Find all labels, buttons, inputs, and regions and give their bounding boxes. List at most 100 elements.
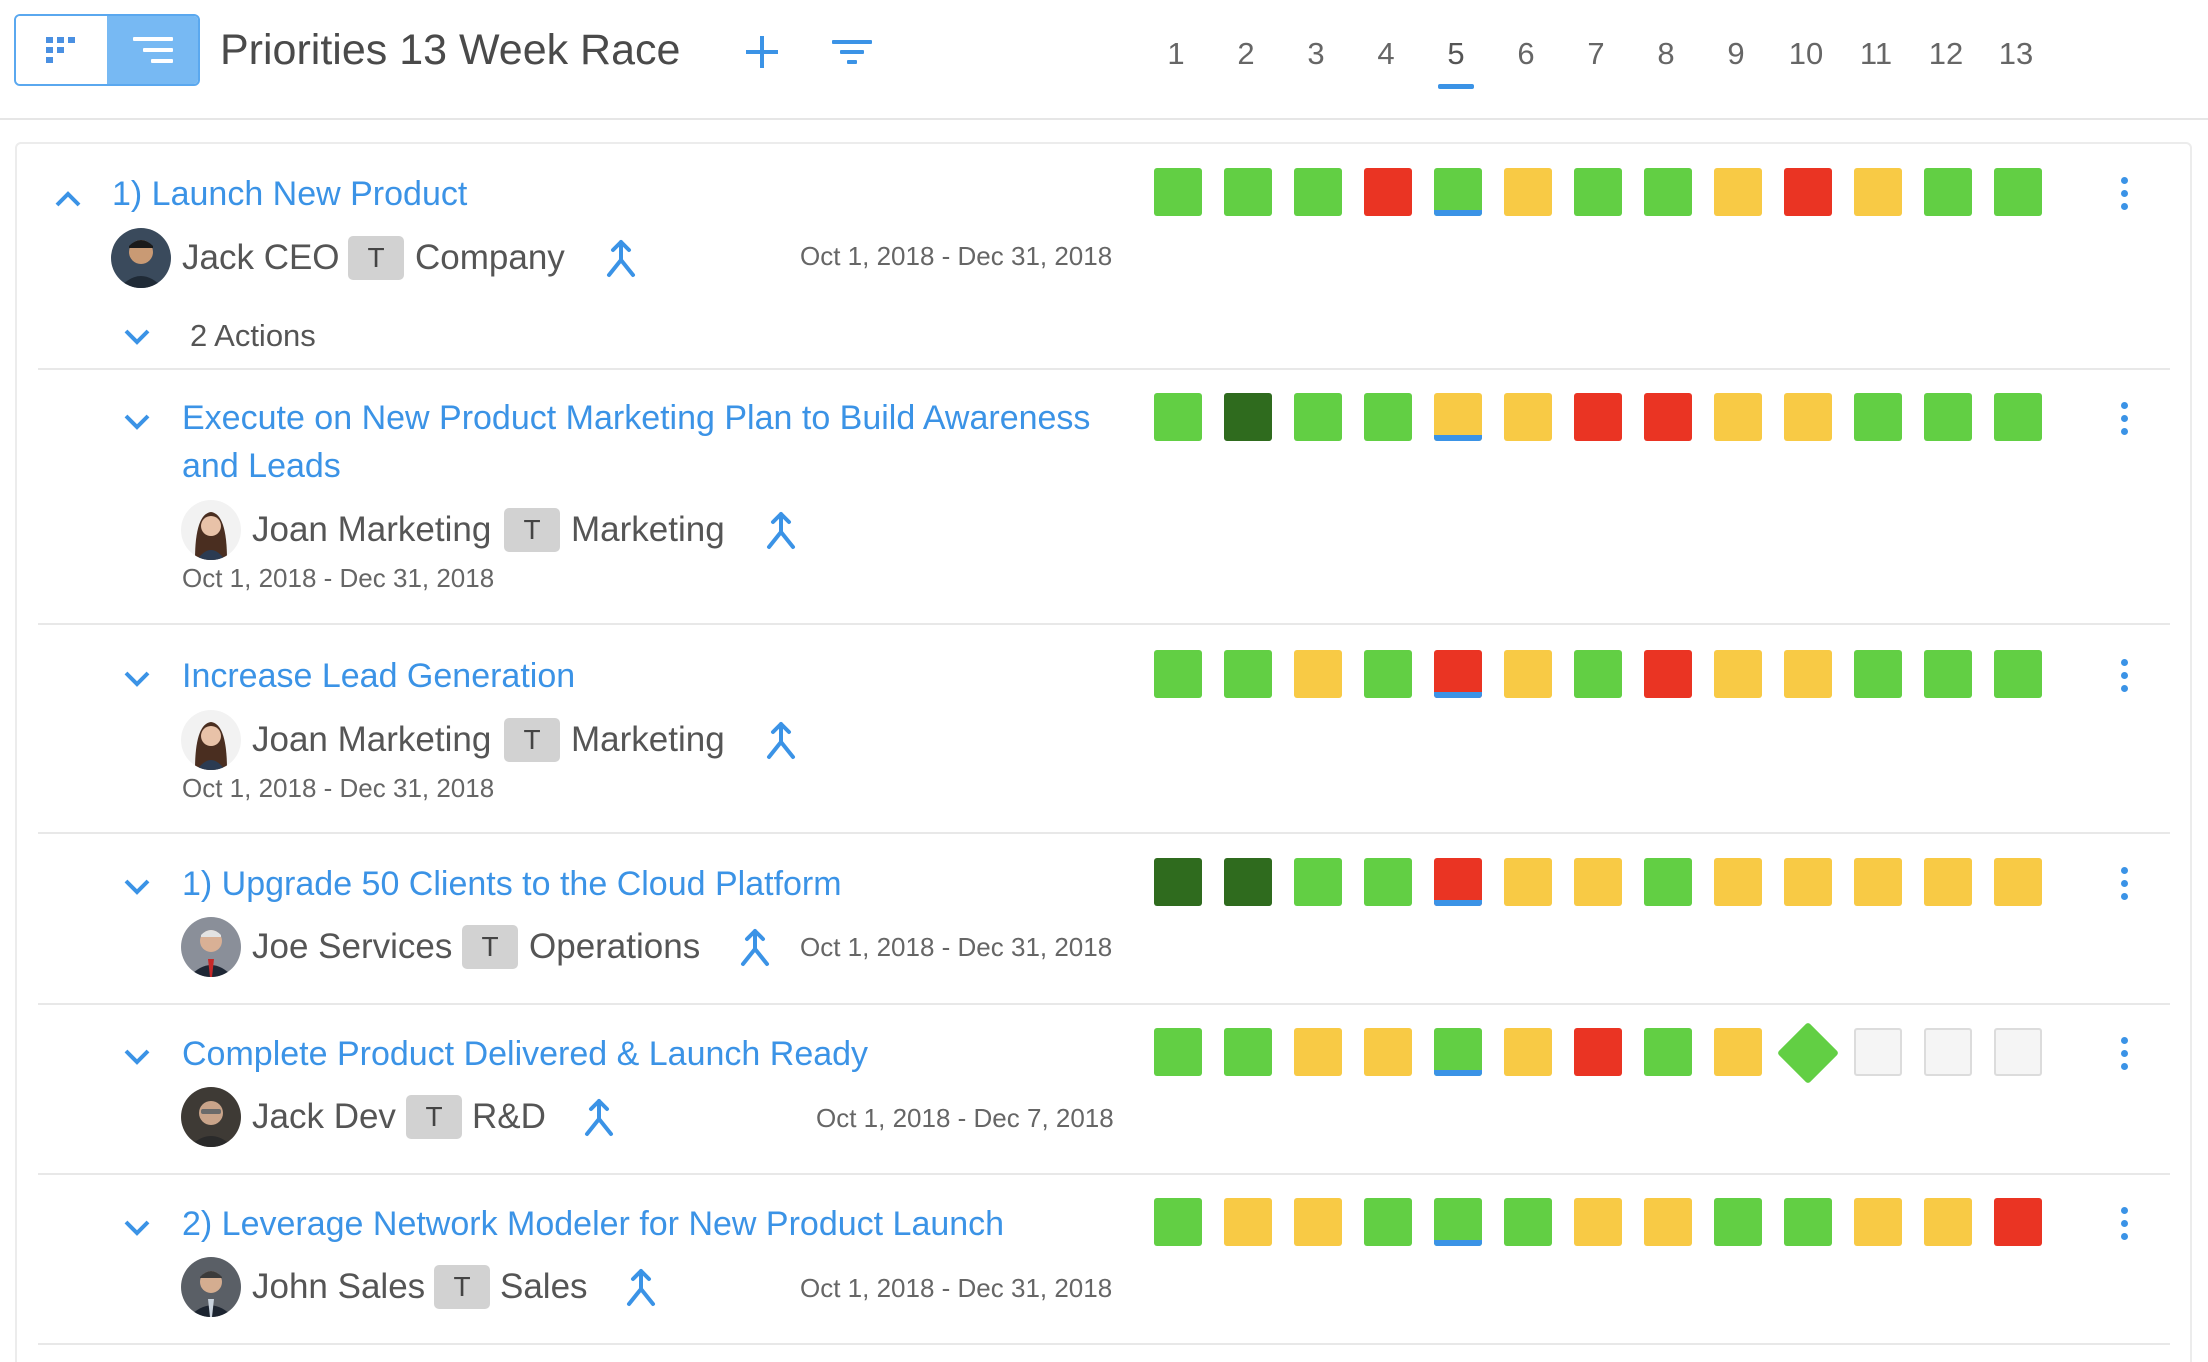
owner-name[interactable]: Joan Marketing [252,510,492,549]
week-9-tab[interactable]: 9 [1727,36,1745,71]
week-3-status-green[interactable] [1294,393,1342,441]
week-4-status-green[interactable] [1364,858,1412,906]
week-13-status-yellow[interactable] [1994,858,2042,906]
week-1-tab[interactable]: 1 [1167,36,1185,71]
week-1-status-green[interactable] [1154,168,1202,216]
week-2-status-yellow[interactable] [1224,1198,1272,1246]
week-8-status-green[interactable] [1644,168,1692,216]
action-title[interactable]: Complete Product Delivered & Launch Read… [182,1035,869,1073]
week-12-status-green[interactable] [1924,650,1972,698]
week-13-status-green[interactable] [1994,168,2042,216]
week-11-status-green[interactable] [1854,393,1902,441]
week-13-status-empty[interactable] [1994,1028,2042,1076]
action-title[interactable]: Execute on New Product Marketing Plan to… [182,399,1091,485]
week-7-status-yellow[interactable] [1574,858,1622,906]
week-8-status-yellow[interactable] [1644,1198,1692,1246]
week-6-status-yellow[interactable] [1504,858,1552,906]
owner-name[interactable]: John Sales [252,1267,426,1306]
actions-count[interactable]: 2 Actions [190,318,316,353]
week-10-tab[interactable]: 10 [1788,36,1824,71]
week-6-status-green[interactable] [1504,1198,1552,1246]
week-9-status-yellow[interactable] [1714,650,1762,698]
grid-view-button[interactable] [16,16,107,84]
week-11-tab[interactable]: 11 [1859,36,1893,71]
list-view-button[interactable] [107,16,198,84]
week-4-status-green[interactable] [1364,1198,1412,1246]
alignment-icon[interactable] [764,510,798,550]
week-1-status-dark_green[interactable] [1154,858,1202,906]
more-menu[interactable] [2109,1198,2139,1248]
owner-name[interactable]: Joan Marketing [252,720,492,759]
filter-button[interactable] [826,22,878,82]
week-10-status-yellow[interactable] [1784,393,1832,441]
week-6-status-yellow[interactable] [1504,650,1552,698]
week-2-status-green[interactable] [1224,1028,1272,1076]
alignment-icon[interactable] [738,927,772,967]
week-3-status-yellow[interactable] [1294,1198,1342,1246]
week-6-status-yellow[interactable] [1504,1028,1552,1076]
week-6-tab[interactable]: 6 [1517,36,1535,71]
week-7-tab[interactable]: 7 [1587,36,1605,71]
week-9-status-yellow[interactable] [1714,858,1762,906]
week-9-status-yellow[interactable] [1714,393,1762,441]
week-7-status-red[interactable] [1574,1028,1622,1076]
expand-chevron[interactable] [120,1211,154,1245]
alignment-icon[interactable] [764,720,798,760]
collapse-chevron[interactable] [51,182,85,216]
alignment-icon[interactable] [604,238,638,278]
week-3-status-yellow[interactable] [1294,650,1342,698]
week-2-status-dark_green[interactable] [1224,393,1272,441]
week-13-status-red[interactable] [1994,1198,2042,1246]
week-4-tab[interactable]: 4 [1377,36,1395,71]
owner-name[interactable]: Jack Dev [252,1097,396,1136]
action-title[interactable]: Increase Lead Generation [182,657,576,695]
more-menu[interactable] [2109,1028,2139,1078]
week-4-status-red[interactable] [1364,168,1412,216]
more-menu[interactable] [2109,650,2139,700]
expand-chevron[interactable] [120,1040,154,1074]
week-1-status-green[interactable] [1154,1028,1202,1076]
expand-chevron[interactable] [120,870,154,904]
week-5-status-red[interactable] [1434,650,1482,698]
week-11-status-yellow[interactable] [1854,858,1902,906]
week-5-status-green[interactable] [1434,168,1482,216]
week-10-status-yellow[interactable] [1784,858,1832,906]
week-3-tab[interactable]: 3 [1307,36,1325,71]
week-5-status-red[interactable] [1434,858,1482,906]
owner-name[interactable]: Joe Services [252,927,453,966]
week-1-status-green[interactable] [1154,1198,1202,1246]
week-8-status-green[interactable] [1644,1028,1692,1076]
week-13-status-green[interactable] [1994,650,2042,698]
week-10-status-yellow[interactable] [1784,650,1832,698]
week-8-status-red[interactable] [1644,393,1692,441]
week-7-status-green[interactable] [1574,650,1622,698]
week-8-tab[interactable]: 8 [1657,36,1675,71]
week-7-status-red[interactable] [1574,393,1622,441]
week-9-status-yellow[interactable] [1714,168,1762,216]
week-9-status-yellow[interactable] [1714,1028,1762,1076]
week-1-status-green[interactable] [1154,393,1202,441]
week-13-status-green[interactable] [1994,393,2042,441]
milestone-status-diamond[interactable] [1776,1021,1840,1085]
week-3-status-yellow[interactable] [1294,1028,1342,1076]
week-3-status-green[interactable] [1294,168,1342,216]
week-10-status-green[interactable] [1784,1198,1832,1246]
add-button[interactable] [738,22,786,82]
week-2-tab[interactable]: 2 [1237,36,1255,71]
week-1-status-green[interactable] [1154,650,1202,698]
week-5-status-green[interactable] [1434,1198,1482,1246]
week-6-status-yellow[interactable] [1504,168,1552,216]
week-7-status-yellow[interactable] [1574,1198,1622,1246]
alignment-icon[interactable] [582,1097,616,1137]
week-12-status-empty[interactable] [1924,1028,1972,1076]
week-12-tab[interactable]: 12 [1928,36,1964,71]
more-menu[interactable] [2109,858,2139,908]
actions-toggle[interactable] [120,320,154,354]
expand-chevron[interactable] [120,662,154,696]
owner-name[interactable]: Jack CEO [182,238,340,277]
week-4-status-green[interactable] [1364,393,1412,441]
week-13-tab[interactable]: 13 [1998,36,2034,71]
week-11-status-empty[interactable] [1854,1028,1902,1076]
week-3-status-green[interactable] [1294,858,1342,906]
week-12-status-green[interactable] [1924,393,1972,441]
